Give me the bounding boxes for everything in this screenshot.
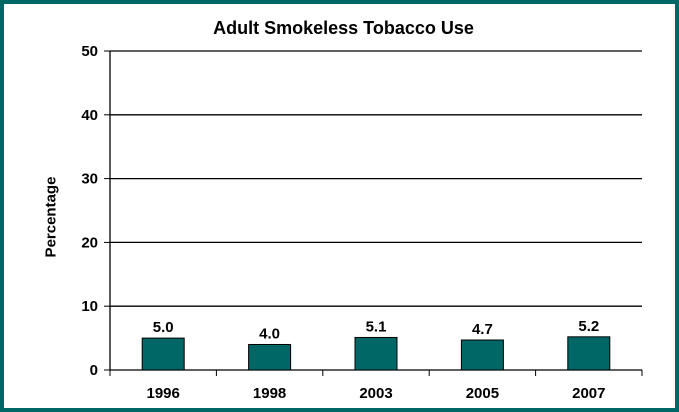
y-tick-label: 0 (90, 362, 98, 379)
data-label-2003: 5.1 (366, 318, 387, 335)
x-tick-label-1996: 1996 (147, 385, 180, 402)
x-tick-label-2003: 2003 (359, 385, 392, 402)
data-label-1996: 5.0 (153, 319, 174, 336)
y-tick-label: 40 (81, 107, 98, 124)
data-label-2005: 4.7 (472, 321, 493, 338)
bar-1996 (141, 337, 185, 371)
chart-title: Adult Smokeless Tobacco Use (213, 18, 474, 38)
data-label-2007: 5.2 (578, 318, 599, 335)
y-tick-label: 30 (81, 171, 98, 188)
x-tick-label-2005: 2005 (466, 385, 499, 402)
y-tick-label: 20 (81, 234, 98, 251)
y-tick-label: 50 (81, 43, 98, 60)
data-label-1998: 4.0 (259, 325, 280, 342)
bar-1998 (248, 343, 292, 371)
bar-2007 (567, 336, 611, 371)
bar-2005 (460, 339, 504, 371)
bar-2003 (354, 336, 398, 371)
y-tick-label: 10 (81, 298, 98, 315)
x-tick-label-2007: 2007 (572, 385, 605, 402)
x-tick-label-1998: 1998 (253, 385, 286, 402)
